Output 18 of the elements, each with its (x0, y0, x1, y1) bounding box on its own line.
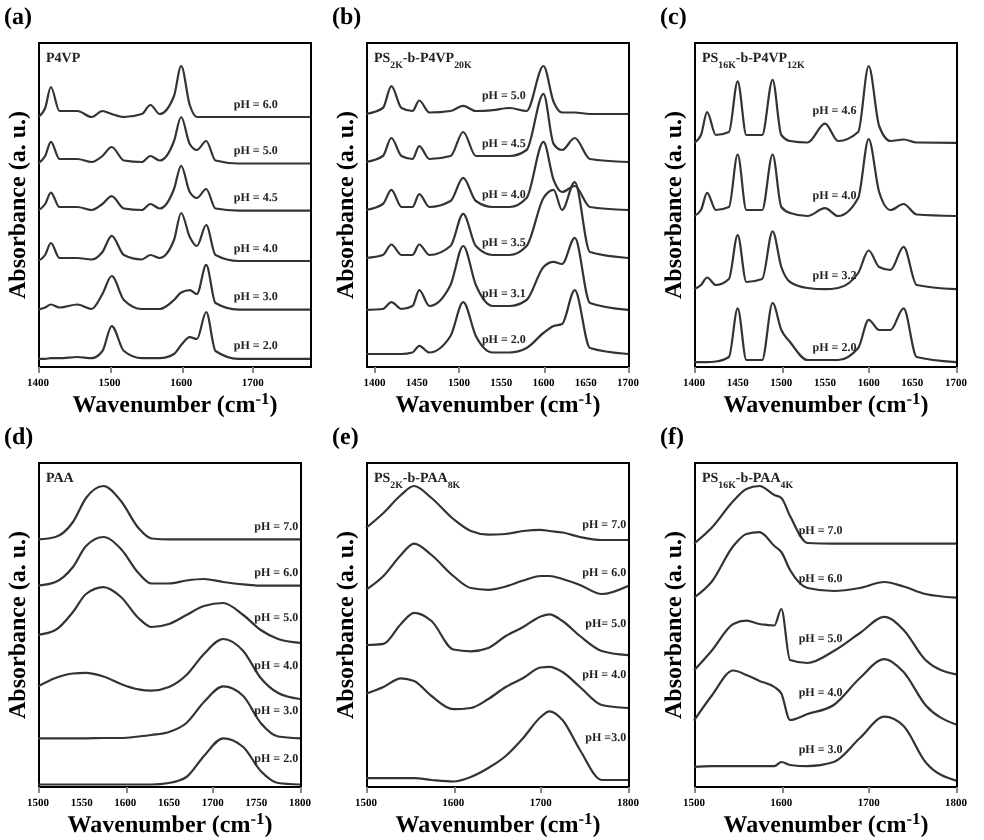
x-axis-title: Wavenumber (cm$^{-1}$) (395, 389, 601, 418)
chart-title: (f) (660, 422, 684, 450)
x-axis-title: Wavenumber (cm$^{-1}$) (723, 389, 929, 418)
x-axis-title: Wavenumber (cm$^{-1}$) (723, 809, 929, 838)
chart-title: (a) (4, 2, 32, 30)
y-axis-title: Absorbance (a. u.) (3, 110, 31, 300)
y-axis-title: Absorbance (a. u.) (3, 530, 31, 720)
x-axis-title: Wavenumber (cm$^{-1}$) (67, 809, 273, 838)
y-axis-title: Absorbance (a. u.) (331, 530, 359, 720)
chart-title: (c) (660, 2, 687, 30)
y-axis-title: Absorbance (a. u.) (331, 110, 359, 300)
y-axis-title: Absorbance (a. u.) (659, 530, 687, 720)
chart-title: (b) (332, 2, 362, 30)
chart-title: (e) (332, 422, 359, 450)
y-axis-title: Absorbance (a. u.) (659, 110, 687, 300)
chart-title: (d) (4, 422, 34, 450)
x-axis-title: Wavenumber (cm$^{-1}$) (395, 809, 601, 838)
x-axis-title: Wavenumber (cm$^{-1}$) (72, 389, 278, 418)
